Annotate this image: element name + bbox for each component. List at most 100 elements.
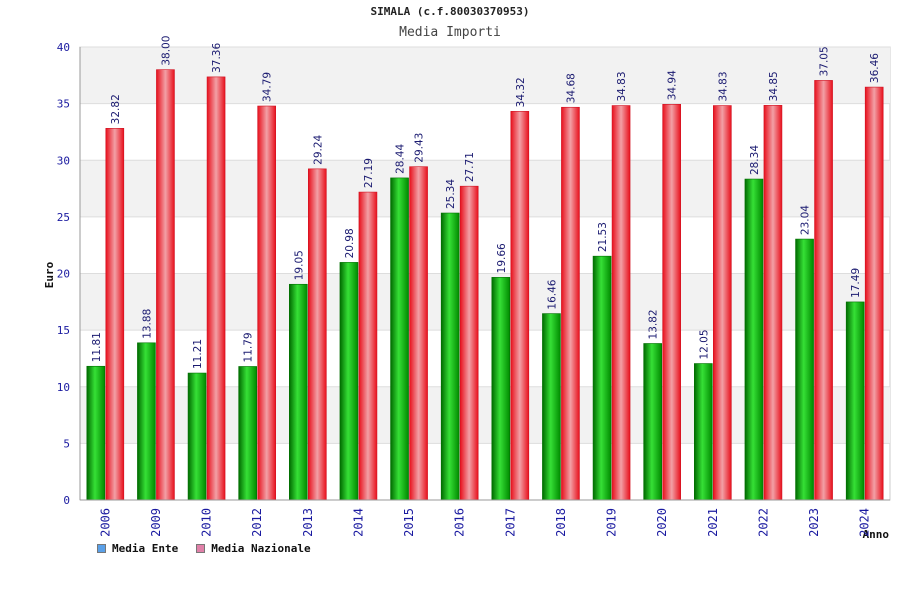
legend-label-media-ente: Media Ente [112,542,179,555]
data-label: 37.05 [819,46,831,76]
x-tick-label-2006: 2006 [98,508,112,537]
data-label: 27.19 [363,158,375,188]
bar-media-ente-2024 [845,301,865,501]
bar-media-nazionale-2015 [409,166,428,501]
chart-title: SIMALA (c.f.80030370953) [370,5,530,18]
x-tick-label-2022: 2022 [756,508,770,537]
y-tick-label: 20 [57,268,70,281]
bar-media-ente-2012 [238,366,257,501]
bar-media-ente-2010 [187,372,207,501]
data-label: 34.68 [565,73,577,103]
y-tick-label: 5 [63,437,70,450]
data-label: 34.85 [768,71,780,101]
bar-media-nazionale-2009 [156,69,175,501]
data-label: 12.05 [698,329,710,359]
x-tick-label-2012: 2012 [250,508,264,537]
data-label: 13.82 [648,309,660,339]
y-tick-label: 30 [57,154,70,167]
bar-media-nazionale-2006 [105,128,125,501]
data-label: 27.71 [464,152,476,182]
data-label: 11.81 [91,332,103,362]
bar-media-nazionale-2013 [308,168,327,501]
bar-media-ente-2020 [643,343,662,501]
bar-media-ente-2018 [542,313,561,501]
value-labels: 11.81 32.82 13.88 38.00 11.21 37.36 11.79 34.79… [91,36,881,369]
data-label: 34.79 [262,72,274,102]
x-tick-label-2013: 2013 [301,508,315,537]
x-tick-label-2016: 2016 [453,508,467,537]
bar-media-ente-2015 [390,177,409,501]
data-label: 29.43 [414,133,426,163]
axes: 0 5 10 15 20 25 30 35 40 Euro Anno 2006 2009 2010 2012… [43,41,890,541]
y-axis-label: Euro [43,261,56,288]
x-tick-label-2010: 2010 [200,508,214,537]
data-label: 25.34 [445,179,457,209]
bar-media-nazionale-2019 [611,105,631,501]
data-label: 19.66 [496,243,508,273]
x-tick-label-2019: 2019 [605,508,619,537]
x-tick-label-2017: 2017 [503,508,517,537]
bar-media-ente-2013 [289,283,308,501]
legend: Media Ente Media Nazionale [97,542,311,555]
bar-media-nazionale-2024 [864,86,884,501]
y-tick-label: 10 [57,381,70,394]
bar-media-nazionale-2022 [763,105,783,501]
bar-media-nazionale-2023 [814,80,833,501]
x-tick-label-2014: 2014 [351,508,365,537]
data-label: 38.00 [160,36,172,66]
x-tick-label-2023: 2023 [807,508,821,537]
data-label: 23.04 [800,205,812,235]
data-label: 37.36 [211,43,223,73]
bar-media-ente-2022 [744,178,764,501]
legend-swatch-media-nazionale [196,544,206,553]
data-label: 36.46 [869,53,881,83]
data-label: 16.46 [546,279,558,309]
data-label: 21.53 [597,222,609,252]
chart-subtitle: Media Importi [399,25,501,40]
bar-media-nazionale-2012 [257,105,276,501]
bar-media-nazionale-2014 [358,191,378,501]
x-tick-label-2018: 2018 [554,508,568,537]
bar-media-ente-2019 [592,255,612,501]
data-label: 32.82 [110,94,122,124]
data-label: 19.05 [293,250,305,280]
bar-media-nazionale-2018 [561,106,580,501]
data-label: 29.24 [312,134,324,164]
data-label: 34.83 [717,71,729,101]
x-axis-label: Anno [863,528,890,541]
data-label: 20.98 [344,228,356,258]
x-tick-label-2009: 2009 [149,508,163,537]
data-label: 11.21 [192,339,204,369]
bar-media-nazionale-2017 [510,111,530,501]
bar-media-ente-2016 [440,212,460,501]
bar-media-nazionale-2020 [662,104,681,501]
x-tick-label-2024: 2024 [858,508,872,537]
bar-media-nazionale-2016 [459,185,479,501]
legend-label-media-nazionale: Media Nazionale [211,542,311,555]
data-label: 34.32 [515,77,527,107]
bar-media-ente-2014 [339,262,359,501]
data-label: 28.44 [395,144,407,174]
data-label: 34.94 [667,70,679,100]
y-tick-label: 35 [57,98,70,111]
x-tick-label-2015: 2015 [402,508,416,537]
bar-media-nazionale-2010 [206,76,226,501]
legend-item-media-ente: Media Ente [97,542,178,555]
bar-media-ente-2023 [795,238,814,501]
bar-media-ente-2009 [137,342,156,501]
y-tick-label: 15 [57,324,70,337]
legend-item-media-nazionale: Media Nazionale [196,542,311,555]
bar-media-ente-2006 [86,365,106,501]
bar-media-nazionale-2021 [713,105,732,501]
data-label: 17.49 [850,268,862,298]
y-tick-label: 40 [57,41,70,54]
data-label: 13.88 [141,309,153,339]
y-tick-label: 0 [63,494,70,507]
data-label: 34.83 [616,71,628,101]
data-label: 28.34 [749,145,761,175]
legend-swatch-media-ente [97,544,106,553]
x-tick-label-2020: 2020 [655,508,669,537]
bar-media-ente-2021 [694,363,713,501]
data-label: 11.79 [243,332,255,362]
